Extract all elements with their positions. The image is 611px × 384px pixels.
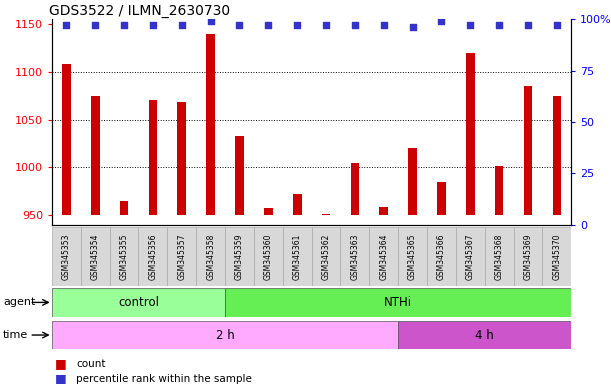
Bar bbox=[351, 162, 359, 215]
Point bbox=[119, 22, 129, 28]
Text: ■: ■ bbox=[55, 372, 67, 384]
Text: percentile rank within the sample: percentile rank within the sample bbox=[76, 374, 252, 384]
Bar bbox=[495, 166, 503, 215]
Bar bbox=[408, 148, 417, 215]
Point bbox=[90, 22, 100, 28]
Bar bbox=[225, 288, 571, 317]
Bar bbox=[369, 227, 398, 286]
Text: GSM345361: GSM345361 bbox=[293, 233, 302, 280]
Bar bbox=[379, 207, 388, 215]
Text: ■: ■ bbox=[55, 357, 67, 370]
Point bbox=[437, 18, 447, 24]
Text: GSM345355: GSM345355 bbox=[120, 233, 128, 280]
Bar bbox=[524, 86, 532, 215]
Point bbox=[148, 22, 158, 28]
Text: GSM345366: GSM345366 bbox=[437, 233, 446, 280]
Text: GSM345357: GSM345357 bbox=[177, 233, 186, 280]
Point bbox=[552, 22, 562, 28]
Bar bbox=[177, 102, 186, 215]
Bar bbox=[120, 201, 128, 215]
Bar bbox=[225, 227, 254, 286]
Text: GSM345356: GSM345356 bbox=[148, 233, 158, 280]
Point bbox=[523, 22, 533, 28]
Point bbox=[177, 22, 187, 28]
Bar bbox=[52, 321, 398, 349]
Point bbox=[263, 22, 273, 28]
Text: GSM345365: GSM345365 bbox=[408, 233, 417, 280]
Bar bbox=[514, 227, 543, 286]
Text: GSM345370: GSM345370 bbox=[552, 233, 562, 280]
Bar bbox=[427, 227, 456, 286]
Point bbox=[62, 22, 71, 28]
Bar bbox=[466, 53, 475, 215]
Bar bbox=[398, 227, 427, 286]
Text: GSM345358: GSM345358 bbox=[206, 233, 215, 280]
Bar bbox=[81, 227, 109, 286]
Bar bbox=[322, 214, 331, 215]
Bar bbox=[109, 227, 139, 286]
Bar bbox=[52, 288, 225, 317]
Bar bbox=[148, 101, 157, 215]
Text: GDS3522 / ILMN_2630730: GDS3522 / ILMN_2630730 bbox=[49, 4, 230, 18]
Text: GSM345368: GSM345368 bbox=[495, 233, 503, 280]
Point bbox=[408, 24, 417, 30]
Point bbox=[321, 22, 331, 28]
Text: control: control bbox=[118, 296, 159, 309]
Text: count: count bbox=[76, 359, 106, 369]
Text: NTHi: NTHi bbox=[384, 296, 412, 309]
Bar bbox=[264, 209, 273, 215]
Bar bbox=[62, 64, 71, 215]
Bar bbox=[340, 227, 369, 286]
Bar bbox=[456, 227, 485, 286]
Text: agent: agent bbox=[3, 297, 35, 308]
Text: GSM345364: GSM345364 bbox=[379, 233, 388, 280]
Point bbox=[379, 22, 389, 28]
Text: GSM345369: GSM345369 bbox=[524, 233, 533, 280]
Bar bbox=[207, 33, 215, 215]
Text: 2 h: 2 h bbox=[216, 329, 235, 341]
Point bbox=[350, 22, 360, 28]
Text: GSM345363: GSM345363 bbox=[350, 233, 359, 280]
Point bbox=[466, 22, 475, 28]
Bar bbox=[485, 227, 514, 286]
Text: GSM345367: GSM345367 bbox=[466, 233, 475, 280]
Text: GSM345360: GSM345360 bbox=[264, 233, 273, 280]
Bar bbox=[139, 227, 167, 286]
Bar bbox=[235, 136, 244, 215]
Bar bbox=[437, 182, 446, 215]
Text: GSM345354: GSM345354 bbox=[90, 233, 100, 280]
Bar bbox=[312, 227, 340, 286]
Bar bbox=[254, 227, 283, 286]
Bar bbox=[196, 227, 225, 286]
Point bbox=[292, 22, 302, 28]
Bar bbox=[52, 227, 81, 286]
Bar bbox=[293, 194, 301, 215]
Text: 4 h: 4 h bbox=[475, 329, 494, 341]
Bar bbox=[552, 96, 561, 215]
Text: time: time bbox=[3, 330, 28, 340]
Bar bbox=[167, 227, 196, 286]
Point bbox=[235, 22, 244, 28]
Text: GSM345359: GSM345359 bbox=[235, 233, 244, 280]
Text: GSM345353: GSM345353 bbox=[62, 233, 71, 280]
Point bbox=[206, 18, 216, 24]
Text: GSM345362: GSM345362 bbox=[321, 233, 331, 280]
Bar bbox=[398, 321, 571, 349]
Bar bbox=[283, 227, 312, 286]
Bar bbox=[543, 227, 571, 286]
Bar bbox=[91, 96, 100, 215]
Point bbox=[494, 22, 504, 28]
